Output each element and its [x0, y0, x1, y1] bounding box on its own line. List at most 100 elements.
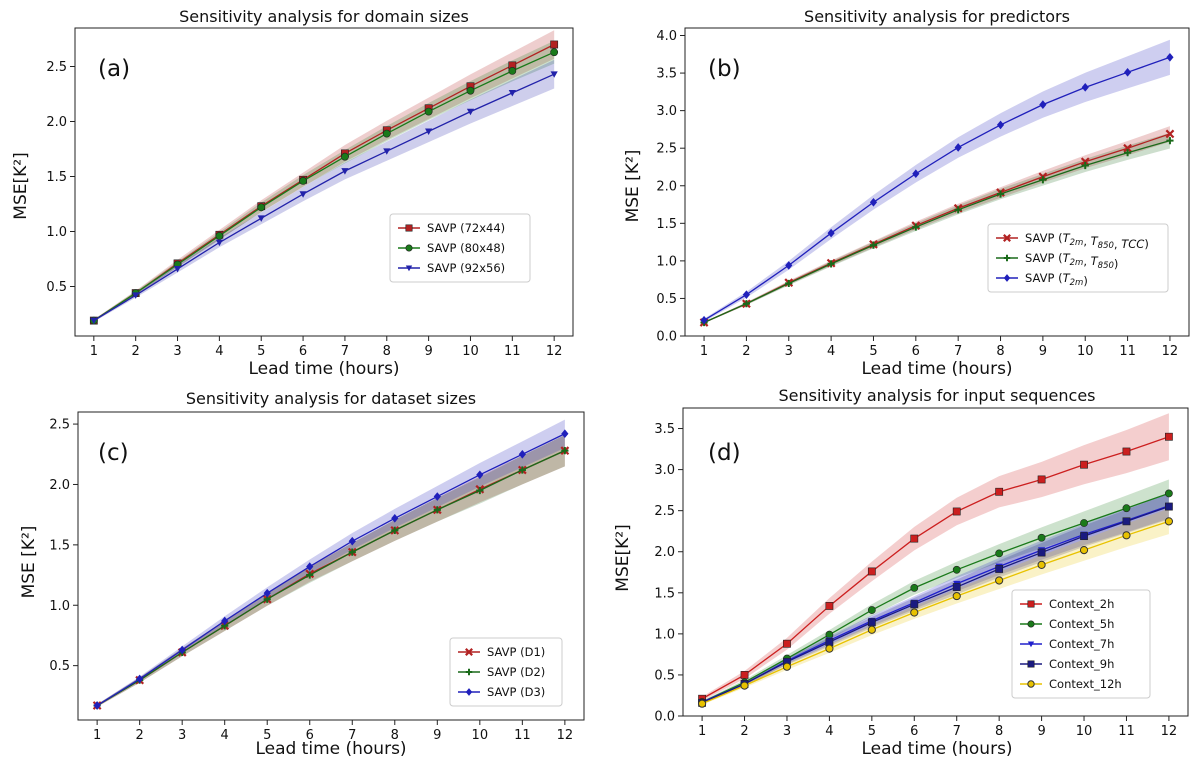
- panel-label: (b): [708, 56, 741, 82]
- data-point: [561, 429, 569, 439]
- legend-label: Context_5h: [1049, 617, 1114, 631]
- y-tick-label: 2.5: [49, 418, 70, 433]
- y-tick-label: 4.0: [656, 29, 677, 44]
- data-point: [425, 128, 433, 135]
- x-tick-label: 3: [785, 344, 793, 359]
- x-tick-label: 1: [93, 728, 101, 743]
- legend-label: SAVP (D2): [487, 665, 545, 679]
- data-point: [825, 630, 834, 639]
- data-point: [405, 224, 413, 232]
- data-point: [508, 67, 517, 75]
- y-tick-label: 2.0: [654, 545, 675, 560]
- data-point: [173, 266, 182, 273]
- data-point: [424, 107, 433, 116]
- data-point: [910, 583, 919, 592]
- data-point: [433, 492, 441, 501]
- data-point: [952, 507, 961, 516]
- data-point: [740, 671, 749, 679]
- x-tick-label: 8: [391, 728, 399, 743]
- data-point: [93, 701, 101, 710]
- data-point: [995, 487, 1004, 496]
- series-line: [93, 73, 555, 322]
- data-point: [466, 108, 475, 116]
- data-point: [827, 260, 835, 268]
- x-tick-label: 12: [557, 728, 574, 743]
- legend-label: SAVP (92x56): [427, 261, 505, 275]
- data-point: [867, 567, 876, 576]
- uncertainty-band: [702, 479, 1169, 704]
- x-tick-label: 2: [132, 344, 140, 359]
- y-tick-label: 2.0: [49, 478, 70, 493]
- data-point: [391, 513, 399, 523]
- data-point: [1039, 100, 1047, 109]
- legend-label: SAVP (D3): [487, 685, 545, 699]
- uncertainty-band: [93, 40, 555, 322]
- data-point: [1122, 504, 1131, 513]
- series-line: [93, 51, 555, 322]
- x-tick-label: 11: [504, 344, 521, 359]
- x-tick-label: 8: [996, 344, 1004, 359]
- chart-title: Sensitivity analysis for domain sizes: [179, 7, 469, 26]
- data-point: [1080, 460, 1088, 469]
- uncertainty-band: [702, 413, 1169, 701]
- data-point: [382, 129, 391, 138]
- legend-label: SAVP (T2m, T850): [1025, 251, 1118, 271]
- data-point: [1122, 531, 1131, 540]
- data-point: [1080, 532, 1088, 541]
- legend-label: Context_12h: [1049, 677, 1122, 691]
- data-point: [341, 168, 349, 175]
- legend-box: [389, 213, 531, 283]
- data-point: [391, 526, 399, 534]
- y-axis-label: MSE [K²]: [623, 150, 643, 223]
- x-tick-label: 1: [90, 344, 98, 359]
- data-point: [1027, 641, 1035, 648]
- data-point: [697, 699, 707, 708]
- legend-box: [449, 637, 563, 707]
- data-point: [1081, 83, 1089, 92]
- chart-panel-a: Sensitivity analysis for domain sizes 1 2…: [11, 7, 574, 379]
- y-tick-label: 1.5: [49, 538, 70, 553]
- x-tick-label: 9: [433, 728, 441, 743]
- data-point: [221, 616, 229, 626]
- data-point: [1123, 149, 1132, 157]
- panel-label: (d): [708, 440, 741, 466]
- chart-title: Sensitivity analysis for input sequences: [778, 386, 1095, 405]
- x-tick-label: 3: [178, 728, 186, 743]
- data-point: [1123, 143, 1132, 153]
- data-point: [867, 625, 876, 634]
- series-line: [93, 43, 555, 322]
- y-tick-label: 3.5: [656, 67, 677, 82]
- legend-label: Context_2h: [1049, 597, 1114, 611]
- data-point: [825, 644, 834, 653]
- data-point: [1165, 129, 1175, 139]
- uncertainty-band: [704, 39, 1170, 322]
- data-point: [783, 639, 791, 648]
- plot-frame: [74, 27, 574, 337]
- legend-label: Context_7h: [1049, 637, 1114, 651]
- y-tick-label: 1.5: [46, 170, 67, 185]
- uncertainty-band: [97, 434, 565, 707]
- data-point: [299, 176, 307, 185]
- data-point: [1039, 176, 1047, 184]
- x-axis-label: Lead time (hours): [861, 359, 1012, 379]
- panel-label: (a): [98, 56, 130, 82]
- data-point: [1123, 68, 1132, 77]
- x-tick-label: 2: [136, 728, 144, 743]
- x-tick-label: 5: [869, 344, 877, 359]
- data-point: [263, 588, 271, 598]
- legend: SAVP (T2m, T850, TCC)SAVP (T2m, T850)SAV…: [987, 223, 1169, 293]
- x-tick-label: 6: [912, 344, 920, 359]
- plot-frame: [684, 27, 1190, 337]
- data-point: [952, 565, 961, 574]
- x-tick-label: 12: [1162, 344, 1179, 359]
- data-point: [215, 231, 224, 240]
- data-point: [912, 223, 920, 231]
- legend-box: [987, 223, 1169, 293]
- legend: SAVP (D1) SAVP (D2) SAVP (D3): [449, 637, 563, 707]
- x-tick-label: 11: [514, 728, 531, 743]
- data-point: [1037, 533, 1046, 542]
- data-point: [1079, 545, 1089, 555]
- data-point: [465, 688, 473, 696]
- data-point: [869, 197, 878, 207]
